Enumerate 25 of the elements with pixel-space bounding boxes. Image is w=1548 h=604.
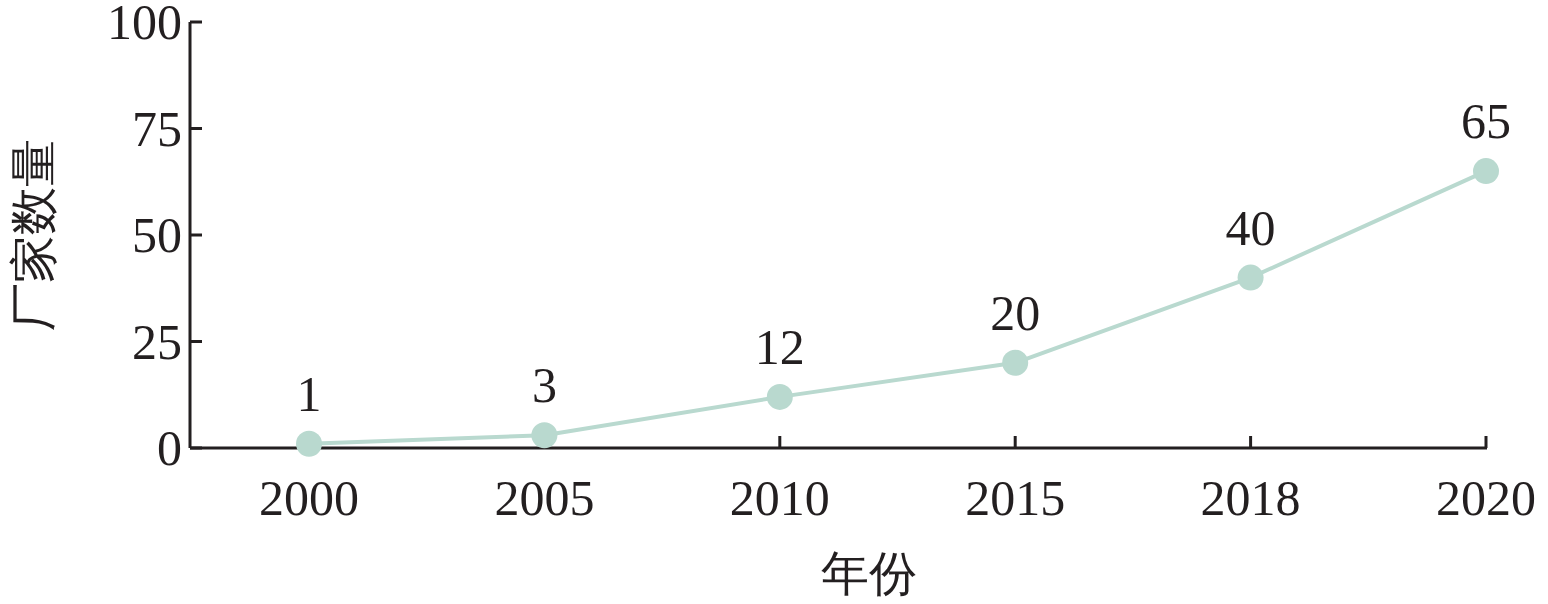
point (1473, 158, 1499, 185)
data-label: 1 (296, 365, 322, 422)
point (296, 430, 322, 457)
x-tick-label: 2018 (1200, 470, 1301, 526)
y-tick-label: 100 (107, 0, 182, 50)
y-tick-label: 50 (132, 207, 182, 263)
y-tick-label: 75 (132, 100, 182, 157)
y-tick-label: 25 (132, 313, 182, 370)
data-label: 3 (531, 357, 557, 414)
data-label: 65 (1461, 93, 1511, 150)
x-tick-label: 2005 (494, 470, 595, 526)
point (1237, 264, 1264, 291)
x-tick-label: 2015 (965, 470, 1066, 526)
y-tick-label: 0 (157, 420, 182, 476)
data-label: 12 (754, 318, 805, 375)
point (1002, 349, 1029, 376)
data-label: 20 (990, 284, 1041, 341)
x-tick-label: 2000 (259, 470, 359, 526)
point (531, 422, 558, 449)
y-axis-title: 厂家数量 (7, 139, 60, 331)
x-axis-title: 年份 (820, 547, 917, 600)
data-label: 40 (1225, 199, 1276, 256)
x-tick-label: 2020 (1436, 470, 1536, 526)
point (766, 383, 793, 410)
x-tick-label: 2010 (729, 470, 830, 526)
